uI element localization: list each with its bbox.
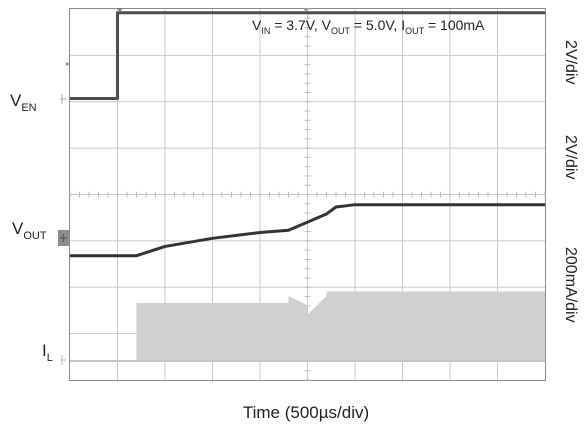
i-l-trace xyxy=(70,291,545,361)
i-l-ground-marker xyxy=(60,355,66,365)
v-out-label: VOUT xyxy=(12,219,47,242)
traces xyxy=(70,11,545,362)
v-out-trace xyxy=(70,203,545,258)
v-en-trace xyxy=(70,11,545,100)
i-l-scale-label: 200mA/div xyxy=(562,247,579,323)
v-out-ground-marker xyxy=(58,230,69,246)
x-axis-label: Time (500µs/div) xyxy=(243,403,369,422)
conditions-text: VIN = 3.7V, VOUT = 5.0V, IOUT = 100mA xyxy=(252,17,485,36)
v-en-scale-label: 2V/div xyxy=(562,40,579,84)
v-out-scale-label: 2V/div xyxy=(562,135,579,179)
v-en-ground-marker xyxy=(60,94,66,104)
i-l-label: IL xyxy=(42,341,53,364)
trigger-marker xyxy=(66,8,309,66)
v-en-label: VEN xyxy=(10,91,37,114)
